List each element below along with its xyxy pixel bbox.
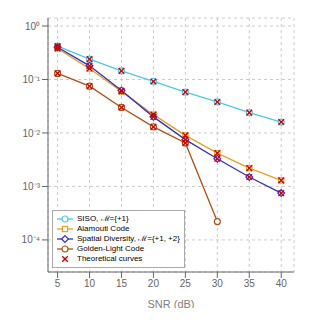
svg-text:40: 40 — [276, 278, 288, 289]
svg-text:25: 25 — [180, 278, 192, 289]
svg-text:10⁻⁴: 10⁻⁴ — [22, 234, 40, 245]
svg-text:15: 15 — [116, 278, 128, 289]
html-text:Theoretical curves: Theoretical curves — [77, 254, 143, 263]
svg-text:30: 30 — [212, 278, 224, 289]
svg-text:10: 10 — [84, 278, 96, 289]
svg-text:10⁻¹: 10⁻¹ — [23, 74, 41, 85]
svg-text:35: 35 — [244, 278, 256, 289]
svg-text:5: 5 — [55, 278, 61, 289]
svg-text:10⁰: 10⁰ — [25, 21, 40, 32]
html-text:Golden-Light Code: Golden-Light Code — [77, 244, 145, 253]
svg-text:10⁻³: 10⁻³ — [23, 181, 41, 192]
svg-text:20: 20 — [148, 278, 160, 289]
html-text:Alamouti Code: Alamouti Code — [77, 224, 130, 233]
html-text:Spatial Diversity, ℳ={+1, +2}: Spatial Diversity, ℳ={+1, +2} — [77, 234, 180, 243]
html-text:SISO, ℳ={+1}: SISO, ℳ={+1} — [77, 214, 129, 223]
svg-text:10⁻²: 10⁻² — [23, 128, 41, 139]
svg-text:SNR (dB): SNR (dB) — [147, 298, 194, 308]
